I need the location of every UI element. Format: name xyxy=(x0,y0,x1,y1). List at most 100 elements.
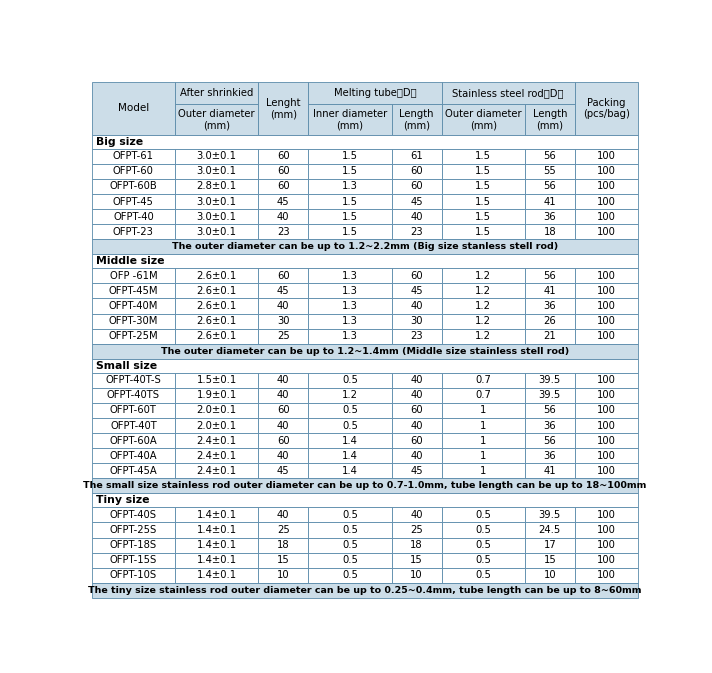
Text: 0.5: 0.5 xyxy=(342,540,358,550)
Bar xyxy=(175,522,258,538)
Bar xyxy=(525,314,575,328)
Bar xyxy=(525,553,575,568)
Text: 1.5: 1.5 xyxy=(342,151,358,162)
Bar xyxy=(258,269,308,283)
Text: 60: 60 xyxy=(410,405,423,415)
Bar xyxy=(175,104,258,135)
Bar xyxy=(525,373,575,388)
Bar xyxy=(575,283,638,298)
Text: 1.4±0.1: 1.4±0.1 xyxy=(197,525,236,535)
Text: 100: 100 xyxy=(597,271,616,281)
Bar xyxy=(308,507,392,522)
Bar xyxy=(575,418,638,433)
Text: 60: 60 xyxy=(277,405,290,415)
Text: 41: 41 xyxy=(543,197,556,207)
Bar xyxy=(525,283,575,298)
Bar xyxy=(392,538,441,553)
Text: 100: 100 xyxy=(597,331,616,341)
Text: 1.5: 1.5 xyxy=(475,151,491,162)
Text: 1.3: 1.3 xyxy=(342,182,358,191)
Bar xyxy=(441,388,525,403)
Bar xyxy=(175,463,258,479)
Bar xyxy=(308,82,441,104)
Bar xyxy=(392,448,441,463)
Bar xyxy=(392,463,441,479)
Bar xyxy=(392,568,441,583)
Text: 40: 40 xyxy=(410,421,423,431)
Bar xyxy=(92,373,175,388)
Text: 18: 18 xyxy=(543,227,556,237)
Text: 1.5: 1.5 xyxy=(342,197,358,207)
Bar xyxy=(525,164,575,179)
Bar xyxy=(308,209,392,224)
Bar xyxy=(258,433,308,448)
Bar xyxy=(392,507,441,522)
Bar xyxy=(92,583,638,598)
Text: 56: 56 xyxy=(543,151,556,162)
Text: 23: 23 xyxy=(277,227,290,237)
Bar xyxy=(441,448,525,463)
Bar xyxy=(392,388,441,403)
Bar xyxy=(525,433,575,448)
Bar xyxy=(308,388,392,403)
Text: 1.2: 1.2 xyxy=(475,331,491,341)
Bar xyxy=(175,283,258,298)
Bar xyxy=(92,568,175,583)
Text: 21: 21 xyxy=(543,331,556,341)
Text: 61: 61 xyxy=(410,151,423,162)
Bar xyxy=(258,298,308,314)
Text: 24.5: 24.5 xyxy=(539,525,561,535)
Text: 1.2: 1.2 xyxy=(475,316,491,326)
Bar xyxy=(258,403,308,418)
Text: 39.5: 39.5 xyxy=(539,510,561,520)
Bar xyxy=(308,418,392,433)
Text: Outer diameter
(mm): Outer diameter (mm) xyxy=(445,108,521,131)
Bar xyxy=(525,568,575,583)
Bar xyxy=(92,433,175,448)
Text: OFPT-40A: OFPT-40A xyxy=(110,451,157,461)
Text: 3.0±0.1: 3.0±0.1 xyxy=(197,151,236,162)
Bar xyxy=(92,135,638,149)
Bar xyxy=(392,328,441,344)
Text: 41: 41 xyxy=(543,466,556,476)
Bar xyxy=(525,418,575,433)
Text: 1.4±0.1: 1.4±0.1 xyxy=(197,570,236,580)
Bar xyxy=(308,269,392,283)
Bar xyxy=(92,553,175,568)
Text: OFPT-61: OFPT-61 xyxy=(113,151,154,162)
Bar xyxy=(525,149,575,164)
Bar xyxy=(441,82,575,104)
Bar xyxy=(308,224,392,240)
Bar xyxy=(392,149,441,164)
Bar xyxy=(258,463,308,479)
Bar xyxy=(92,269,175,283)
Text: OFPT-15S: OFPT-15S xyxy=(110,555,157,565)
Bar xyxy=(575,522,638,538)
Bar xyxy=(308,553,392,568)
Text: OFPT-40TS: OFPT-40TS xyxy=(107,390,160,400)
Text: 40: 40 xyxy=(277,421,290,431)
Text: Packing
(pcs/bag): Packing (pcs/bag) xyxy=(583,98,630,119)
Text: OFPT-40S: OFPT-40S xyxy=(110,510,157,520)
Text: OFPT-45A: OFPT-45A xyxy=(110,466,157,476)
Text: 1: 1 xyxy=(480,421,486,431)
Bar xyxy=(525,179,575,194)
Bar xyxy=(575,433,638,448)
Bar xyxy=(575,403,638,418)
Text: 1.2: 1.2 xyxy=(475,286,491,296)
Text: 100: 100 xyxy=(597,301,616,311)
Bar xyxy=(525,538,575,553)
Bar xyxy=(175,568,258,583)
Bar xyxy=(575,224,638,240)
Bar xyxy=(175,194,258,209)
Bar xyxy=(575,538,638,553)
Text: The tiny size stainless rod outer diameter can be up to 0.25~0.4mm, tube length : The tiny size stainless rod outer diamet… xyxy=(88,586,642,595)
Text: 40: 40 xyxy=(410,301,423,311)
Text: 2.6±0.1: 2.6±0.1 xyxy=(197,331,237,341)
Text: 100: 100 xyxy=(597,166,616,176)
Bar xyxy=(175,269,258,283)
Text: 0.5: 0.5 xyxy=(342,570,358,580)
Bar xyxy=(392,553,441,568)
Text: 25: 25 xyxy=(277,525,290,535)
Text: 40: 40 xyxy=(410,510,423,520)
